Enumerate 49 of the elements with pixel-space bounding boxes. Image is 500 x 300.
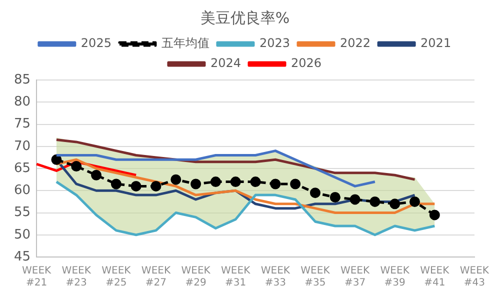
x-tick-label: WEEK #33 [260, 266, 290, 289]
point [270, 178, 281, 190]
point [110, 178, 122, 190]
x-tick-label: WEEK #31 [221, 266, 251, 289]
legend-label: 2022 [340, 36, 371, 50]
point [130, 180, 142, 192]
y-tick-label: 75 [14, 116, 31, 132]
point [250, 176, 261, 188]
point [71, 161, 82, 172]
chart-title: 美豆优良率% [200, 8, 290, 27]
point [150, 180, 162, 192]
x-tick-label: WEEK #29 [181, 266, 211, 289]
legend-label: 2021 [420, 36, 452, 50]
x-tick-label: WEEK #27 [141, 266, 171, 289]
point [210, 176, 221, 188]
x-tick-label: WEEK #25 [102, 266, 132, 289]
point [170, 174, 182, 185]
x-tick-label: WEEK #37 [340, 266, 370, 289]
y-tick-label: 45 [14, 249, 31, 264]
y-tick-label: 60 [14, 183, 31, 198]
point [91, 170, 102, 180]
point [290, 178, 301, 190]
x-tick-label: WEEK #41 [420, 266, 450, 289]
x-tick-label: WEEK #35 [300, 266, 330, 289]
point [310, 188, 320, 198]
y-tick-label: 65 [14, 160, 31, 176]
x-tick-label: WEEK #43 [460, 266, 490, 289]
y-tick-label: 55 [14, 205, 31, 220]
x-tick-label: WEEK #39 [380, 266, 410, 289]
y-tick-label: 70 [14, 138, 31, 154]
point [350, 194, 360, 205]
x-tick-label: WEEK #21 [22, 266, 52, 289]
point [230, 176, 241, 188]
point [190, 178, 202, 190]
legend-label: 2026 [291, 56, 322, 70]
legend-label: 2025 [80, 36, 112, 50]
legend-label: 五年均值 [161, 36, 210, 50]
point [370, 196, 380, 207]
y-tick-label: 85 [14, 72, 31, 88]
y-tick-label: 50 [14, 227, 31, 242]
point [409, 196, 420, 207]
point [390, 198, 400, 210]
point [51, 154, 62, 165]
point [330, 192, 340, 203]
x-tick-label: WEEK #23 [62, 266, 92, 289]
point [429, 210, 440, 220]
legend-label: 2023 [259, 36, 290, 50]
legend-label: 2024 [210, 56, 242, 70]
y-tick-label: 80 [14, 94, 31, 110]
